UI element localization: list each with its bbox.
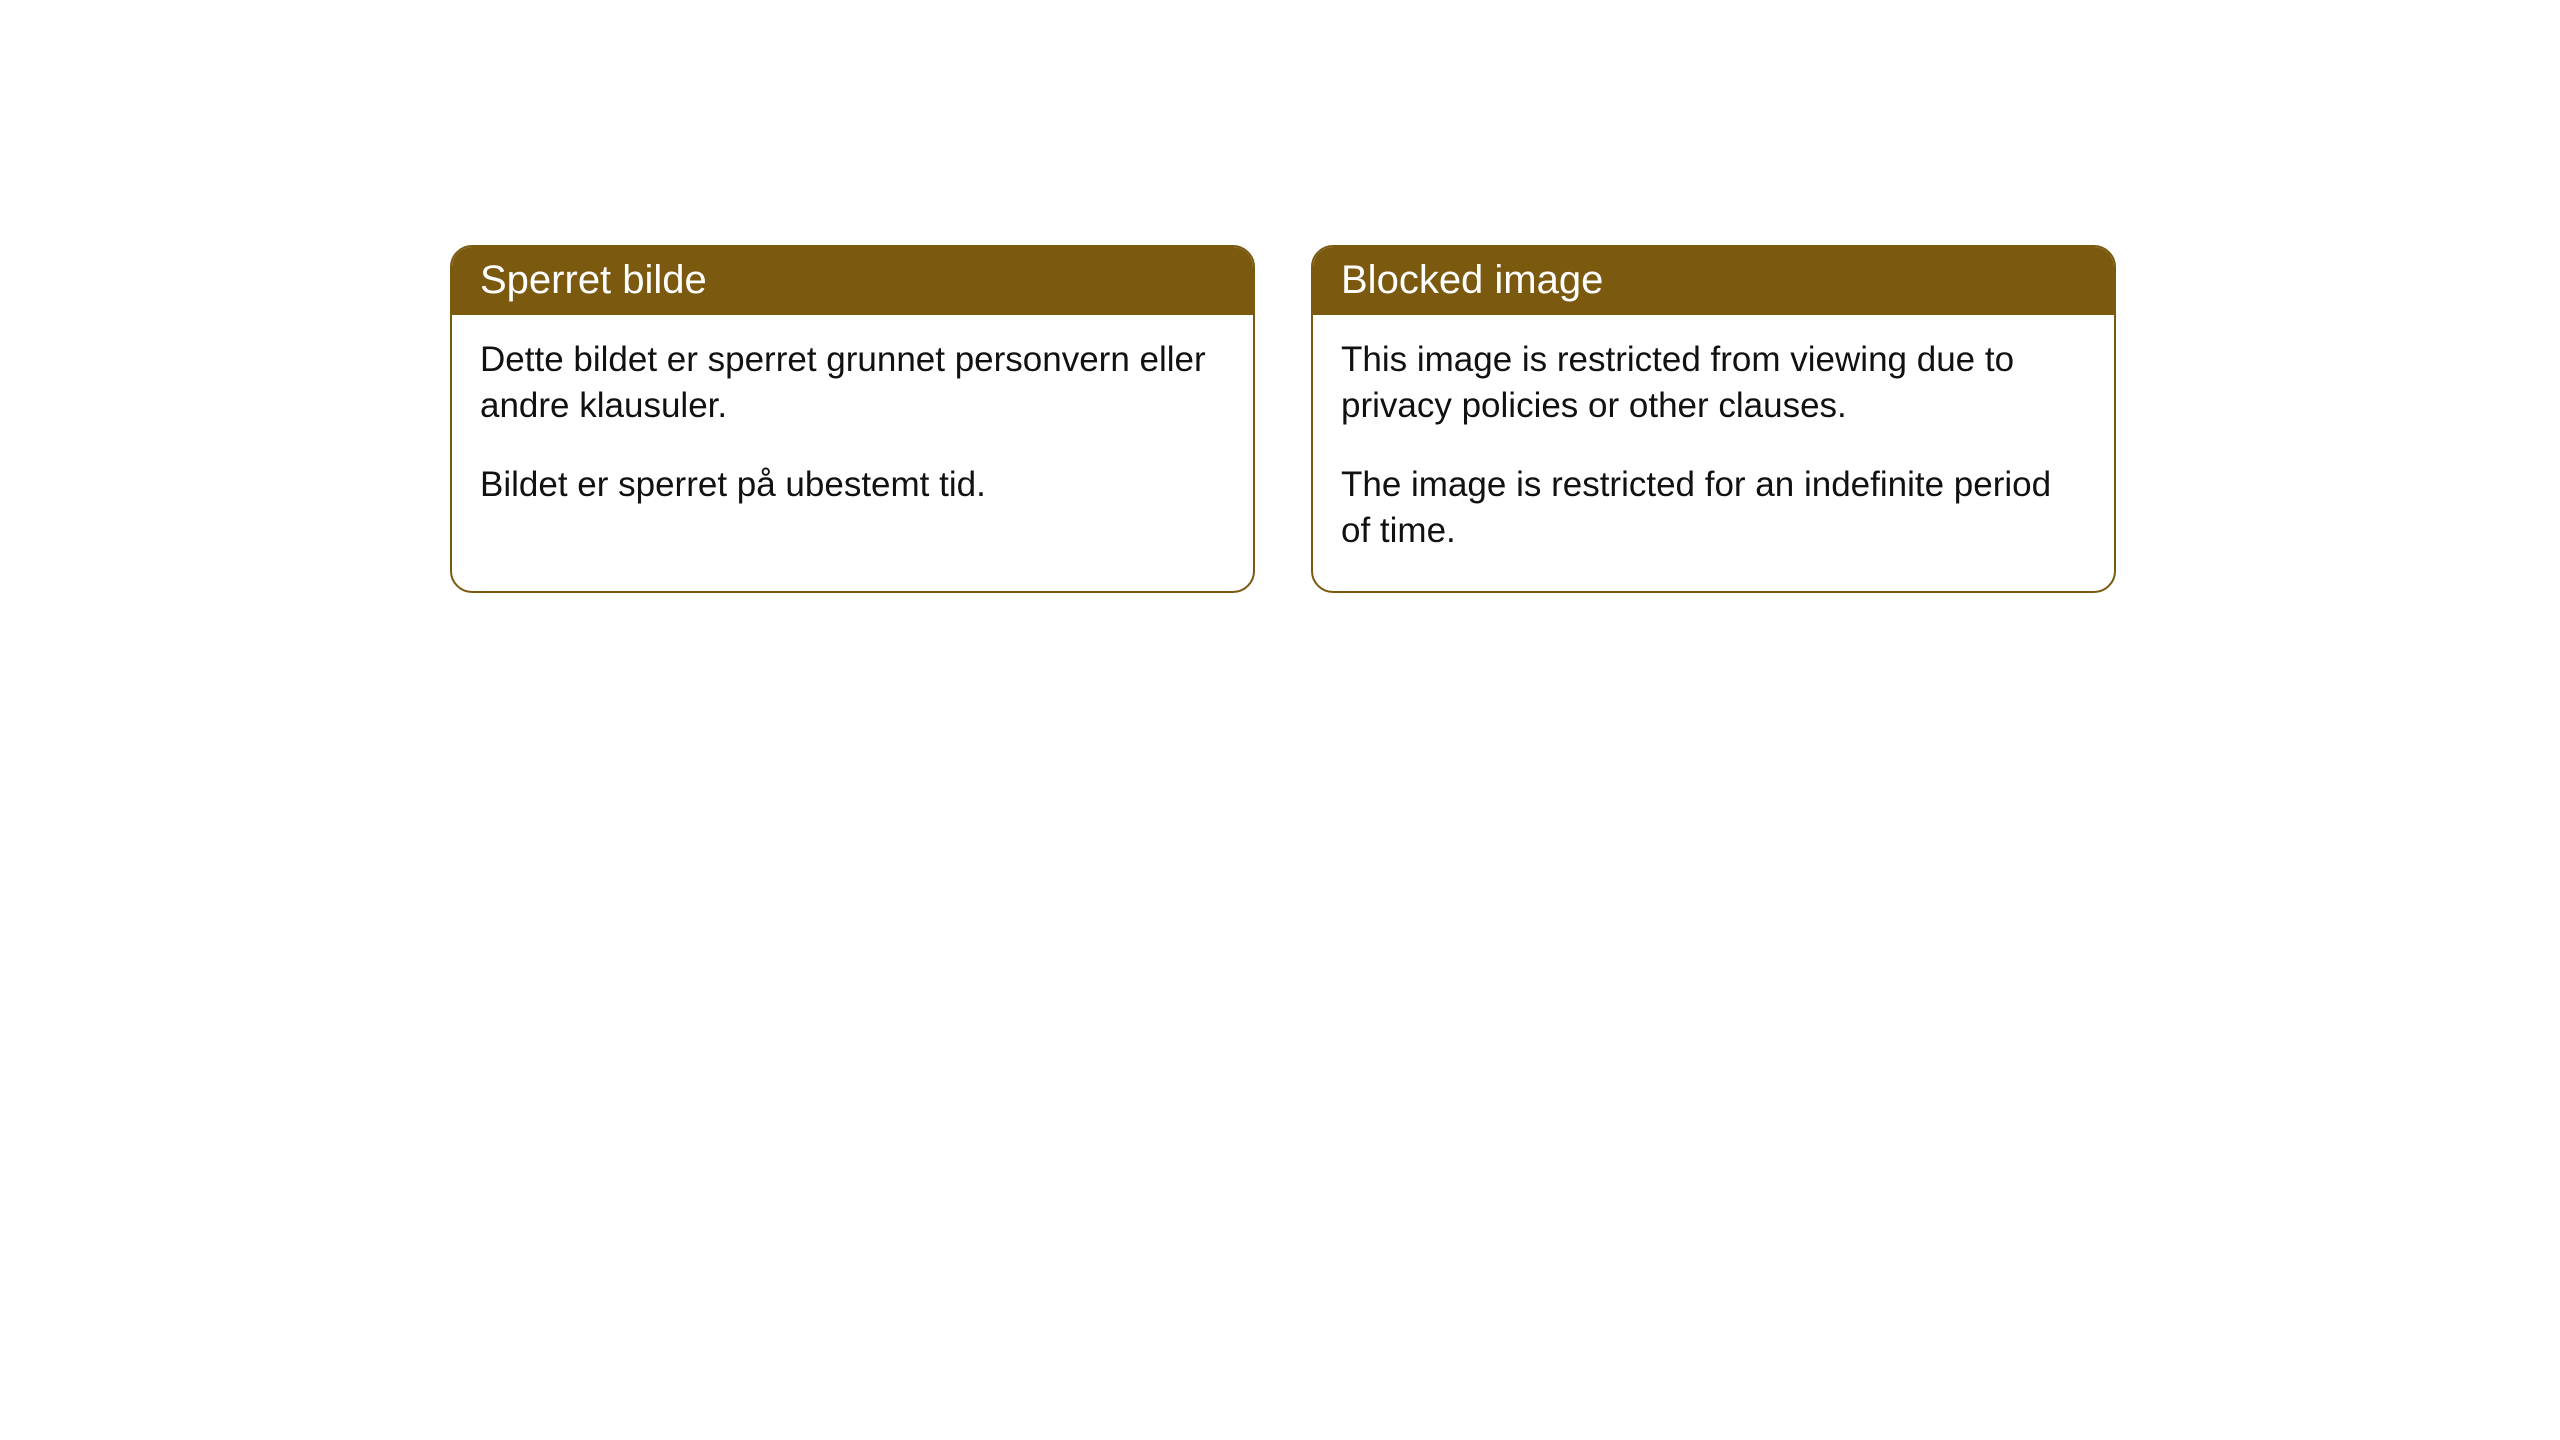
card-norwegian: Sperret bilde Dette bildet er sperret gr…: [450, 245, 1255, 593]
card-body: Dette bildet er sperret grunnet personve…: [452, 315, 1253, 546]
card-header: Blocked image: [1313, 247, 2114, 315]
cards-row: Sperret bilde Dette bildet er sperret gr…: [450, 245, 2116, 593]
card-header: Sperret bilde: [452, 247, 1253, 315]
card-para-1: This image is restricted from viewing du…: [1341, 337, 2086, 428]
card-para-2: Bildet er sperret på ubestemt tid.: [480, 462, 1225, 508]
card-body: This image is restricted from viewing du…: [1313, 315, 2114, 591]
card-para-2: The image is restricted for an indefinit…: [1341, 462, 2086, 553]
card-english: Blocked image This image is restricted f…: [1311, 245, 2116, 593]
card-para-1: Dette bildet er sperret grunnet personve…: [480, 337, 1225, 428]
page: Sperret bilde Dette bildet er sperret gr…: [0, 0, 2560, 1440]
